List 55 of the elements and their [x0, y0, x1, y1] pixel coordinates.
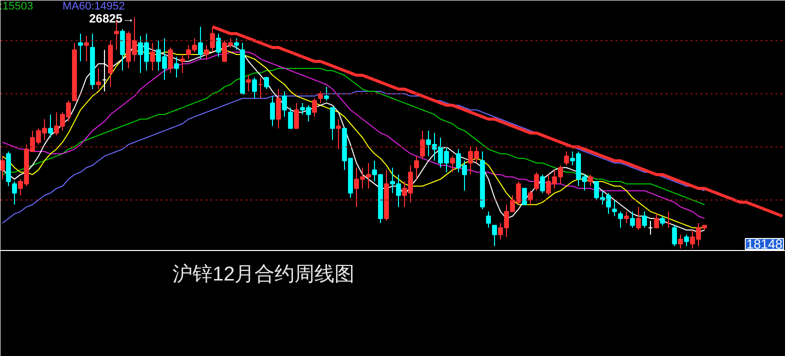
candlestick: [330, 107, 335, 140]
candlestick: [642, 211, 647, 228]
candlestick: [654, 213, 659, 228]
candlestick: [252, 77, 257, 99]
candlestick: [264, 77, 269, 90]
candlestick: [420, 130, 425, 159]
candlestick: [486, 211, 491, 228]
text: 沪锌12月合约周线图: [172, 262, 355, 286]
candlestick: [678, 234, 683, 249]
candlestick: [492, 224, 497, 247]
candlestick: [282, 90, 287, 118]
candlestick: [522, 188, 527, 206]
candlestick: [660, 216, 665, 226]
candlestick: [216, 33, 221, 58]
candlestick: [168, 47, 173, 74]
candlestick: [270, 96, 275, 127]
candlestick: [12, 181, 17, 206]
candlestick: [48, 114, 53, 138]
candlestick: [534, 172, 539, 192]
candlestick: [672, 224, 677, 247]
text: MA60:14952: [62, 0, 125, 12]
candlestick: [540, 174, 545, 194]
candlestick: [618, 211, 623, 228]
candlestick: [318, 90, 323, 104]
candlestick: [312, 98, 317, 118]
candlestick: [564, 150, 569, 166]
candlestick: [204, 44, 209, 60]
candlestick: [588, 174, 593, 187]
candlestick: [84, 35, 89, 62]
candlestick: [636, 206, 641, 231]
candlestick: [78, 33, 83, 62]
candlestick: [234, 38, 239, 50]
candlestick: [288, 107, 293, 129]
candlestick: [120, 28, 125, 72]
candlestick: [324, 86, 329, 102]
candlestick: [528, 190, 533, 206]
annotation: 26825→: [89, 12, 134, 26]
candlestick: [336, 118, 341, 150]
candlestick: [630, 211, 635, 228]
candlestick: [276, 88, 281, 129]
candlestick: [0, 156, 5, 180]
candlestick: [150, 42, 155, 72]
candlestick: [294, 102, 299, 129]
candlestick: [96, 68, 101, 90]
candlestick: [450, 156, 455, 173]
candlestick: [612, 199, 617, 217]
candlestick: [624, 211, 629, 224]
annotation: 18148: [746, 236, 783, 252]
candlestick: [246, 74, 251, 92]
candlestick: [180, 54, 185, 74]
candlestick: [414, 156, 419, 180]
candlestick: [684, 234, 689, 247]
text: :15503: [0, 0, 34, 12]
candlestick: [198, 26, 203, 60]
candlestick: [174, 56, 179, 78]
